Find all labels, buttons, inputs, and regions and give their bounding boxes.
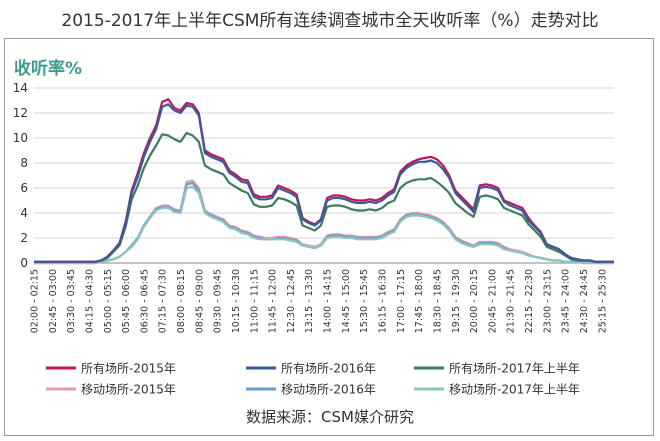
y-tick-label: 2 bbox=[20, 231, 28, 245]
source-note: 数据来源：CSM媒介研究 bbox=[246, 408, 414, 426]
legend-label: 移动场所-2016年 bbox=[281, 383, 376, 397]
x-tick-label: 14:00 - 14:15 bbox=[323, 269, 334, 333]
chart-title: 2015-2017年上半年CSM所有连续调查城市全天收听率（%）走势对比 bbox=[61, 11, 599, 31]
x-tick-label: 15:30 - 15:45 bbox=[359, 269, 370, 333]
y-tick-labels: 0 2 4 6 8 10 12 14 bbox=[13, 81, 28, 270]
x-tick-labels: 02:00 - 02:15 02:45 - 03:00 03:30 - 03:45 0… bbox=[30, 269, 609, 333]
chart-frame bbox=[4, 38, 654, 436]
legend-label: 移动场所-2017年上半年 bbox=[449, 383, 580, 397]
x-tick-label: 11:45 - 12:00 bbox=[268, 269, 279, 333]
x-tick-label: 09:30 - 09:45 bbox=[213, 269, 224, 333]
y-tick-label: 12 bbox=[13, 106, 28, 120]
legend-label: 所有场所-2016年 bbox=[281, 362, 376, 376]
x-tick-label: 19:15 - 19:30 bbox=[451, 269, 462, 333]
legend-label: 所有场所-2015年 bbox=[81, 362, 176, 376]
x-tick-label: 11:00 - 11:15 bbox=[249, 269, 260, 333]
x-tick-label: 24:30 - 24:45 bbox=[579, 269, 590, 333]
x-tick-label: 08:45 - 09:00 bbox=[194, 269, 205, 333]
x-tick-label: 22:15 - 22:30 bbox=[524, 269, 535, 333]
x-tick-label: 21:30 - 21:45 bbox=[506, 269, 517, 333]
x-tick-label: 06:30 - 06:45 bbox=[139, 269, 150, 333]
x-tick-label: 08:00 - 08:15 bbox=[176, 269, 187, 333]
x-tick-label: 14:45 - 15:00 bbox=[341, 269, 352, 333]
x-tick-label: 13:15 - 13:30 bbox=[304, 269, 315, 333]
x-tick-label: 25:15 - 25:30 bbox=[597, 269, 608, 333]
x-tick-label: 02:00 - 02:15 bbox=[30, 269, 41, 333]
legend: 所有场所-2015年 所有场所-2016年 所有场所-2017年上半年移动场所-20… bbox=[46, 362, 580, 397]
x-tick-label: 16:15 - 16:30 bbox=[378, 269, 389, 333]
x-tick-label: 20:45 - 21:00 bbox=[487, 269, 498, 333]
x-tick-label: 04:15 - 04:30 bbox=[84, 269, 95, 333]
legend-label: 移动场所-2015年 bbox=[81, 383, 176, 397]
x-tick-label: 23:00 - 23:15 bbox=[542, 269, 553, 333]
legend-label: 所有场所-2017年上半年 bbox=[449, 362, 580, 376]
x-tick-label: 23:45 - 24:00 bbox=[561, 269, 572, 333]
x-tick-label: 17:45 - 18:00 bbox=[414, 269, 425, 333]
y-tick-label: 8 bbox=[20, 156, 28, 170]
x-tick-label: 18:30 - 18:45 bbox=[432, 269, 443, 333]
x-tick-label: 05:00 - 05:15 bbox=[103, 269, 114, 333]
y-tick-label: 10 bbox=[13, 131, 28, 145]
x-tick-label: 02:45 - 03:00 bbox=[48, 269, 59, 333]
y-axis-label: 收听率% bbox=[14, 58, 82, 79]
y-tick-label: 6 bbox=[20, 181, 28, 195]
series-lines bbox=[34, 98, 614, 265]
y-tick-label: 0 bbox=[20, 256, 28, 270]
series-line bbox=[34, 103, 614, 263]
y-tick-label: 14 bbox=[13, 81, 28, 95]
y-tick-label: 4 bbox=[20, 206, 28, 220]
x-tick-label: 17:00 - 17:15 bbox=[396, 269, 407, 333]
series-line bbox=[34, 185, 614, 265]
x-tick-label: 07:15 - 07:30 bbox=[158, 269, 169, 333]
x-tick-label: 12:30 - 12:45 bbox=[286, 269, 297, 333]
x-tick-label: 10:15 - 10:30 bbox=[231, 269, 242, 333]
x-tick-label: 20:00 - 20:15 bbox=[469, 269, 480, 333]
x-tick-label: 03:30 - 03:45 bbox=[66, 269, 77, 333]
x-tick-label: 05:45 - 06:00 bbox=[121, 269, 132, 333]
